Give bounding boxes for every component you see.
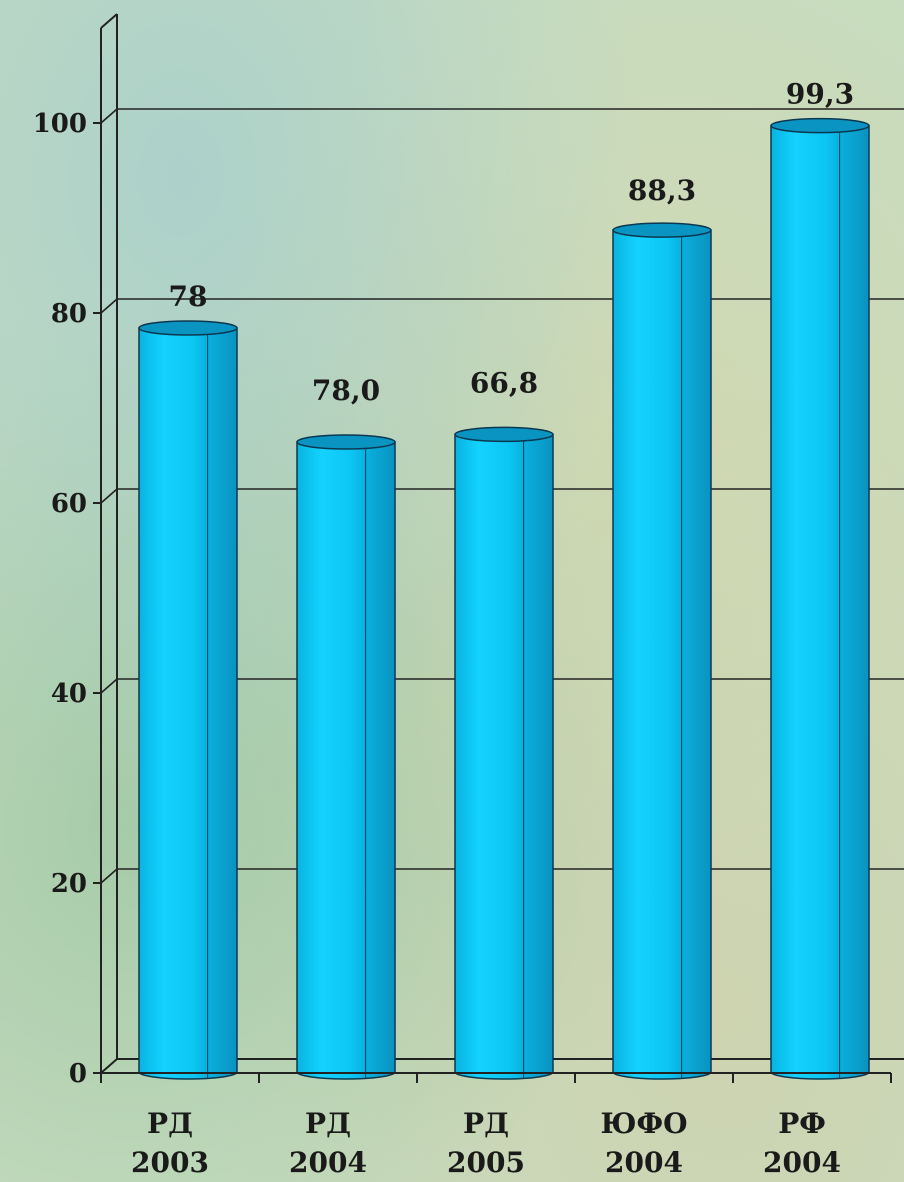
floor-left-edge [100, 1058, 118, 1074]
bar [454, 426, 554, 1080]
category-label-line1: РФ [778, 1107, 826, 1140]
y-tick-label: 20 [51, 869, 87, 899]
bar [770, 117, 870, 1080]
data-label: 78,0 [312, 374, 380, 407]
y-tick-label: 0 [69, 1059, 87, 1089]
bar [138, 320, 238, 1080]
gridline-depth [100, 108, 118, 124]
y-tick-label: 60 [51, 489, 87, 519]
wall-top-edge [100, 13, 118, 29]
category-label-line1: РД [147, 1107, 193, 1140]
y-tick-label: 100 [33, 109, 87, 139]
y-tick-label: 40 [51, 679, 87, 709]
bars [138, 117, 870, 1080]
gridline-depth [100, 868, 118, 884]
bar [296, 434, 396, 1080]
bar-body [770, 124, 870, 1080]
bar-body [296, 441, 396, 1080]
data-label: 78 [169, 280, 208, 313]
bar-body [138, 327, 238, 1080]
gridline-depth [100, 298, 118, 314]
category-label-line2: 2005 [447, 1146, 525, 1179]
y-tick-label: 80 [51, 299, 87, 329]
bar-top [454, 426, 554, 443]
category-label-line2: 2004 [605, 1146, 683, 1179]
bar-top [138, 320, 238, 336]
x-axis: РД 2003 РД 2004 РД 2005 ЮФО 2004 РФ 2004 [100, 1072, 892, 1179]
gridline-depth [100, 678, 118, 694]
category-label-line2: 2004 [763, 1146, 841, 1179]
data-label: 66,8 [470, 366, 538, 399]
bar [612, 222, 712, 1080]
bar-body [612, 229, 712, 1080]
y-axis: 0 20 40 60 80 100 [33, 109, 101, 1089]
category-label-line1: ЮФО [601, 1107, 688, 1140]
category-label-line1: РД [463, 1107, 509, 1140]
gridline-depth [100, 488, 118, 504]
category-label-line1: РД [305, 1107, 351, 1140]
bar-body [454, 433, 554, 1080]
data-label: 99,3 [786, 78, 854, 111]
bar-top [770, 117, 870, 134]
bar-top [612, 222, 712, 238]
data-label: 88,3 [628, 174, 696, 207]
category-label-line2: 2003 [131, 1146, 209, 1179]
category-label-line2: 2004 [289, 1146, 367, 1179]
data-labels: 78 78,0 66,8 88,3 99,3 [169, 78, 855, 407]
bar-top [296, 434, 396, 450]
